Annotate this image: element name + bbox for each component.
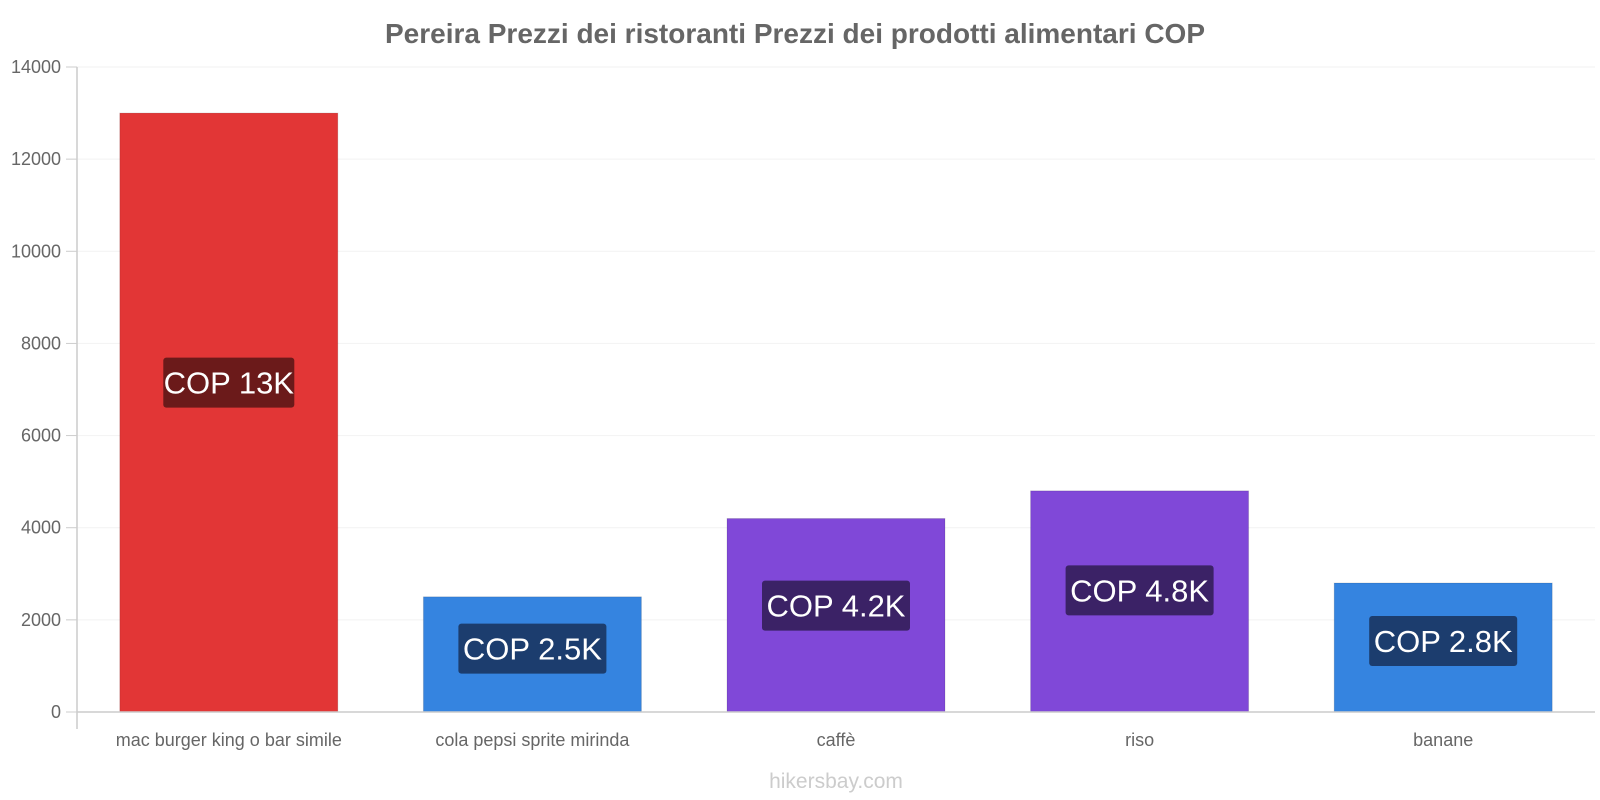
x-tick-label: riso <box>1125 730 1154 750</box>
data-label: COP 4.8K <box>1070 573 1209 608</box>
bar <box>119 112 339 713</box>
x-tick-label: caffè <box>817 730 856 750</box>
data-label: COP 2.8K <box>1374 624 1513 659</box>
x-tick-label: mac burger king o bar simile <box>116 730 342 750</box>
y-tick-label: 8000 <box>21 333 61 353</box>
data-labels: COP 13K COP 2.5K COP 4.2K COP 4.8K COP 2.8K <box>163 357 1518 674</box>
data-label-box <box>762 580 910 631</box>
y-tick-label: 12000 <box>11 149 61 169</box>
y-tick-label: 4000 <box>21 518 61 538</box>
data-label: COP 4.2K <box>766 589 905 624</box>
watermark-text: hikersbay.com <box>769 770 903 793</box>
x-tick-label: cola pepsi sprite mirinda <box>435 730 630 750</box>
data-label-box <box>1369 616 1518 667</box>
y-tick-label: 2000 <box>21 610 61 630</box>
data-label: COP 2.5K <box>463 632 602 667</box>
data-label-box <box>163 357 295 408</box>
x-axis: mac burger king o bar simile cola pepsi s… <box>77 711 1595 750</box>
data-label-box <box>1065 565 1214 616</box>
data-label: COP 13K <box>164 366 295 401</box>
y-tick-label: 6000 <box>21 426 61 446</box>
y-tick-label: 14000 <box>11 57 61 77</box>
y-tick-label: 10000 <box>11 241 61 261</box>
y-axis: 0 2000 4000 6000 8000 10000 12000 14000 <box>11 57 78 729</box>
data-label-box <box>458 623 607 674</box>
chart-title: Pereira Prezzi dei ristoranti Prezzi dei… <box>385 18 1205 49</box>
x-tick-label: banane <box>1413 730 1473 750</box>
y-tick-label: 0 <box>51 702 61 722</box>
